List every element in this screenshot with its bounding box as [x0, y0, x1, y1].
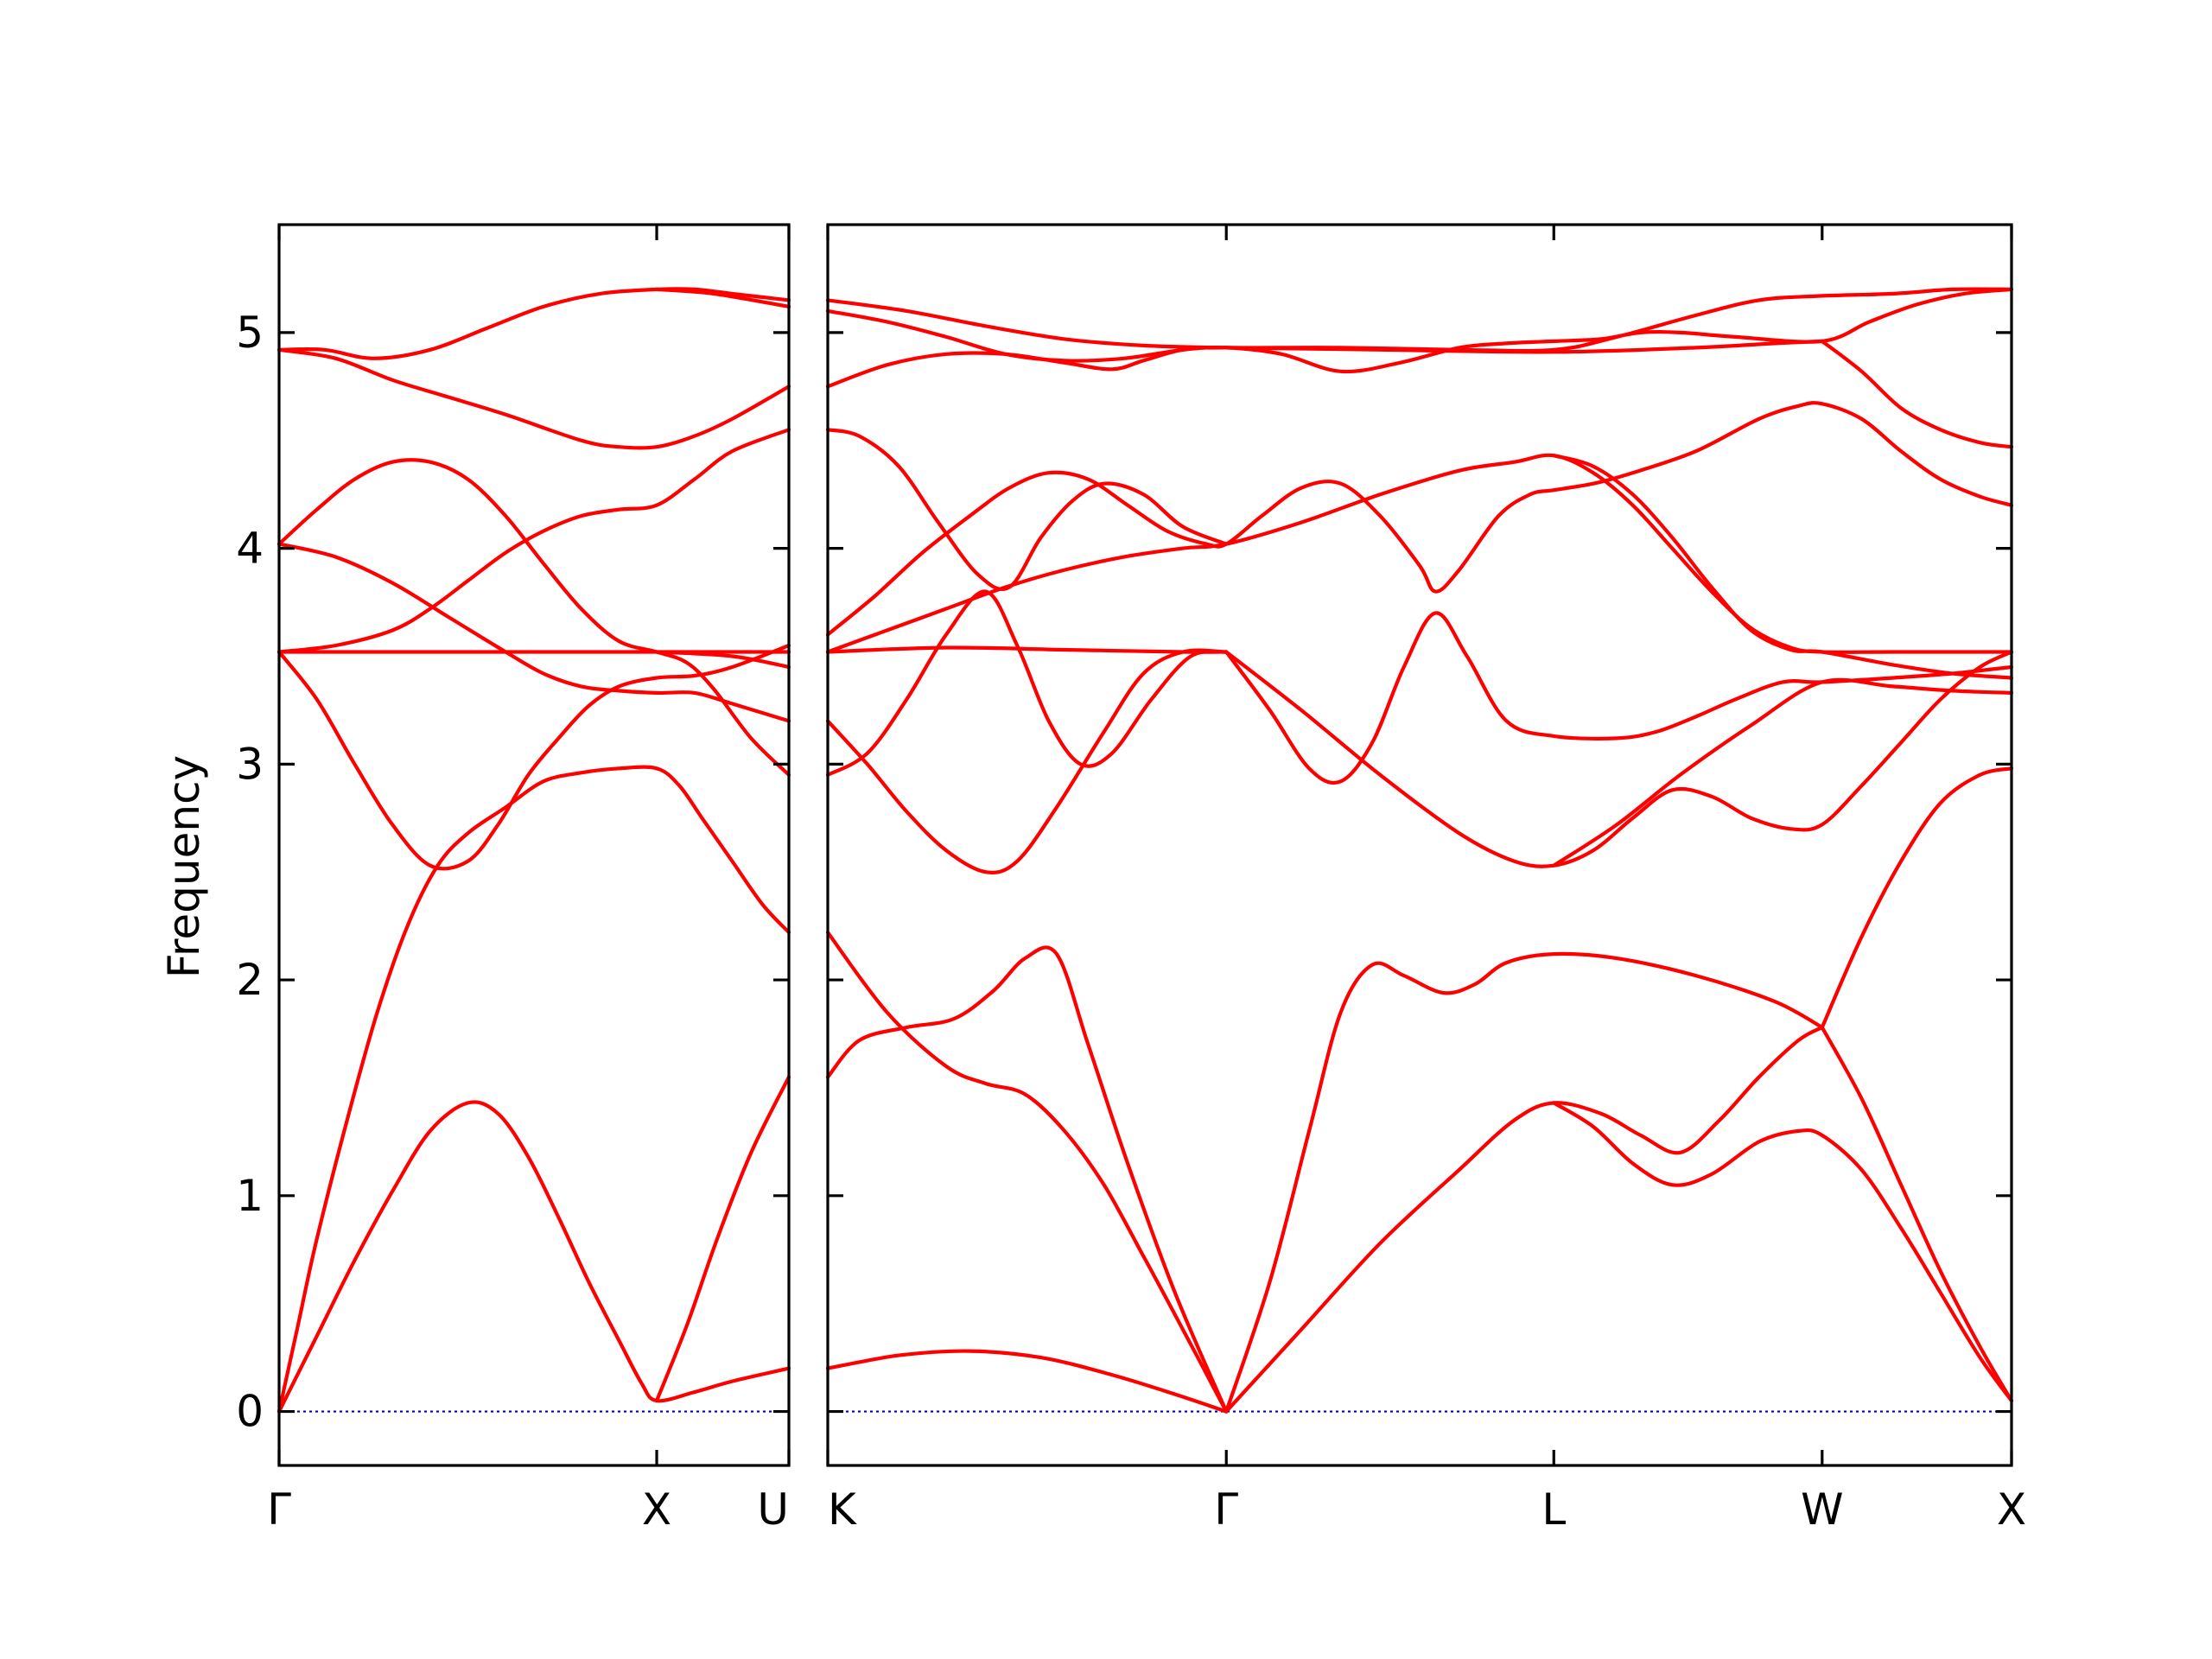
- x-tick-label: U: [757, 1484, 789, 1535]
- band-line-11: [654, 1075, 791, 1403]
- y-tick-label: 0: [236, 1387, 264, 1437]
- x-tick-label: Γ: [267, 1484, 291, 1535]
- y-tick-label: 1: [236, 1171, 264, 1221]
- band-line-16: [825, 401, 2014, 637]
- band-line-18: [1552, 454, 2014, 680]
- y-tick-label: 4: [236, 524, 264, 574]
- band-line-3: [825, 945, 1229, 1414]
- band-line-5: [1224, 1025, 1824, 1414]
- band-line-15: [825, 453, 2014, 654]
- band-line-10: [654, 650, 791, 670]
- left-ticks: [277, 225, 791, 1465]
- band-line-6: [276, 458, 791, 777]
- band-line-3: [276, 643, 791, 871]
- x-tick-label: K: [828, 1484, 857, 1535]
- x-tick-label: Γ: [1214, 1484, 1238, 1535]
- band-line-1: [825, 1349, 1229, 1414]
- band-line-2: [276, 765, 791, 1414]
- band-line-4: [1224, 951, 1824, 1414]
- band-line-6: [1552, 1101, 2014, 1403]
- band-line-14: [825, 645, 1229, 654]
- y-tick-label: 5: [236, 308, 264, 358]
- band-line-8: [1820, 766, 2014, 1030]
- band-line-5: [276, 542, 791, 723]
- y-tick-label: 2: [236, 955, 264, 1005]
- left-panel-frame: [277, 223, 791, 1467]
- band-line-12: [654, 287, 791, 308]
- x-tick-label: X: [1997, 1484, 2026, 1535]
- right-panel-frame: [826, 223, 2013, 1467]
- y-axis-label: Frequency: [159, 755, 209, 978]
- left-band-lines: [276, 287, 791, 1414]
- band-line-22: [1820, 339, 2014, 449]
- band-line-21: [825, 287, 2014, 353]
- x-tick-label: L: [1541, 1484, 1566, 1535]
- band-line-7: [276, 347, 791, 450]
- band-line-11: [1224, 611, 2014, 785]
- band-line-13: [1552, 677, 2014, 868]
- left-panel: Γ X U 0 1 2 3 4 5: [236, 223, 791, 1535]
- right-band-lines: [825, 287, 2014, 1414]
- y-tick-label: 3: [236, 739, 264, 789]
- band-line-9: [825, 648, 1229, 874]
- x-tick-label: W: [1801, 1484, 1843, 1535]
- band-line-10: [825, 589, 1229, 777]
- band-line-8: [276, 287, 791, 360]
- x-tick-label: X: [642, 1484, 671, 1535]
- y-tick-labels: 0 1 2 3 4 5: [236, 308, 264, 1437]
- right-ticks: [826, 225, 2013, 1465]
- band-line-1: [276, 1100, 791, 1414]
- band-line-4: [276, 428, 791, 654]
- band-line-7: [1820, 1025, 2014, 1403]
- band-line-2: [825, 931, 1229, 1414]
- band-line-17: [825, 428, 1229, 592]
- band-line-12: [1224, 650, 2014, 868]
